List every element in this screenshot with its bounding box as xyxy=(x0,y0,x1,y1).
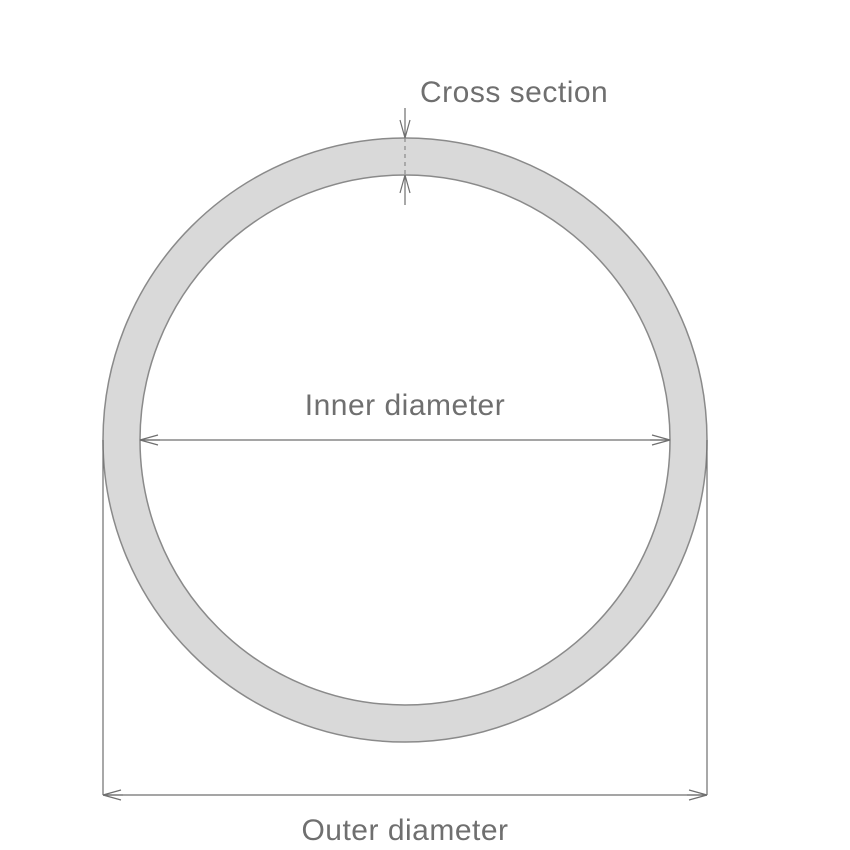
cross-section-top-arrow xyxy=(400,108,410,138)
inner-diameter-label: Inner diameter xyxy=(305,389,505,422)
outer-diameter-dimension xyxy=(103,790,707,800)
outer-diameter-label: Outer diameter xyxy=(301,814,508,847)
ring-dimension-diagram: Cross section Inner diameter Outer diame… xyxy=(0,0,850,850)
cross-section-bottom-arrow xyxy=(400,175,410,205)
cross-section-label: Cross section xyxy=(420,76,608,109)
inner-diameter-dimension xyxy=(140,435,670,445)
